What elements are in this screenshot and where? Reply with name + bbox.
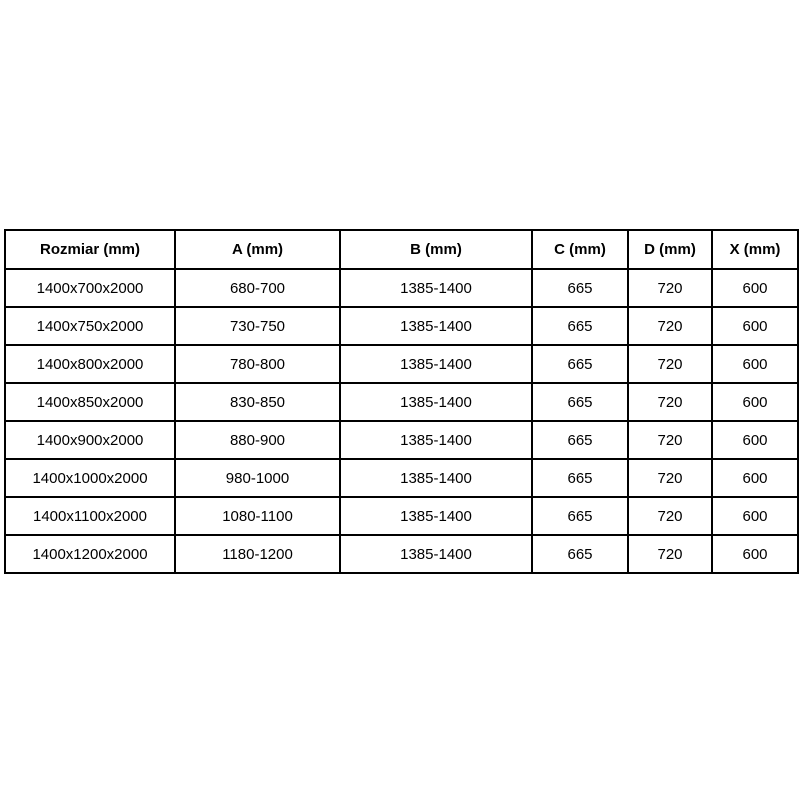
table-row: 1400x1200x2000 1180-1200 1385-1400 665 720 60… [4,534,799,574]
table-cell: 665 [531,268,629,308]
table-row: 1400x750x2000 730-750 1385-1400 665 720 600 [4,306,799,346]
table-cell: 720 [627,306,713,346]
table-row: 1400x900x2000 880-900 1385-1400 665 720 600 [4,420,799,460]
table-row: 1400x700x2000 680-700 1385-1400 665 720 600 [4,268,799,308]
header-cell-b: B (mm) [339,229,533,270]
table-cell: 1400x750x2000 [4,306,176,346]
table-cell: 1400x1000x2000 [4,458,176,498]
size-specification-table: Rozmiar (mm) A (mm) B (mm) C (mm) D (mm)… [4,229,799,574]
table-cell: 720 [627,382,713,422]
table-cell: 1385-1400 [339,306,533,346]
table-cell: 680-700 [174,268,341,308]
table-cell: 1400x850x2000 [4,382,176,422]
table-cell: 1180-1200 [174,534,341,574]
table-cell: 730-750 [174,306,341,346]
header-cell-rozmiar: Rozmiar (mm) [4,229,176,270]
table-cell: 1385-1400 [339,382,533,422]
table-cell: 1080-1100 [174,496,341,536]
table-header-row: Rozmiar (mm) A (mm) B (mm) C (mm) D (mm)… [4,229,799,270]
table-body: 1400x700x2000 680-700 1385-1400 665 720 600 14… [4,268,799,574]
table-cell: 1400x1200x2000 [4,534,176,574]
table-cell: 600 [711,420,799,460]
table-cell: 1400x700x2000 [4,268,176,308]
table-cell: 665 [531,496,629,536]
table-cell: 665 [531,420,629,460]
table-cell: 600 [711,458,799,498]
table-cell: 600 [711,382,799,422]
table-cell: 780-800 [174,344,341,384]
table-cell: 665 [531,534,629,574]
table-cell: 1385-1400 [339,458,533,498]
table-cell: 1400x1100x2000 [4,496,176,536]
table-cell: 665 [531,382,629,422]
table-cell: 600 [711,534,799,574]
table-cell: 665 [531,306,629,346]
table-cell: 720 [627,458,713,498]
table-cell: 600 [711,306,799,346]
header-cell-c: C (mm) [531,229,629,270]
header-cell-x: X (mm) [711,229,799,270]
table-cell: 980-1000 [174,458,341,498]
table-cell: 720 [627,534,713,574]
table-cell: 1385-1400 [339,420,533,460]
table-cell: 720 [627,268,713,308]
table-cell: 665 [531,344,629,384]
table-cell: 720 [627,344,713,384]
table-row: 1400x1100x2000 1080-1100 1385-1400 665 720 60… [4,496,799,536]
table-row: 1400x1000x2000 980-1000 1385-1400 665 720 600 [4,458,799,498]
table-cell: 600 [711,268,799,308]
table-cell: 720 [627,496,713,536]
table-cell: 880-900 [174,420,341,460]
table-cell: 1385-1400 [339,496,533,536]
header-cell-a: A (mm) [174,229,341,270]
table-cell: 720 [627,420,713,460]
header-cell-d: D (mm) [627,229,713,270]
table-cell: 665 [531,458,629,498]
table-row: 1400x850x2000 830-850 1385-1400 665 720 600 [4,382,799,422]
table-cell: 1385-1400 [339,268,533,308]
table-cell: 600 [711,496,799,536]
table-cell: 1385-1400 [339,534,533,574]
table-row: 1400x800x2000 780-800 1385-1400 665 720 600 [4,344,799,384]
table-cell: 1400x800x2000 [4,344,176,384]
table-cell: 1400x900x2000 [4,420,176,460]
table-cell: 1385-1400 [339,344,533,384]
table-cell: 600 [711,344,799,384]
table-cell: 830-850 [174,382,341,422]
